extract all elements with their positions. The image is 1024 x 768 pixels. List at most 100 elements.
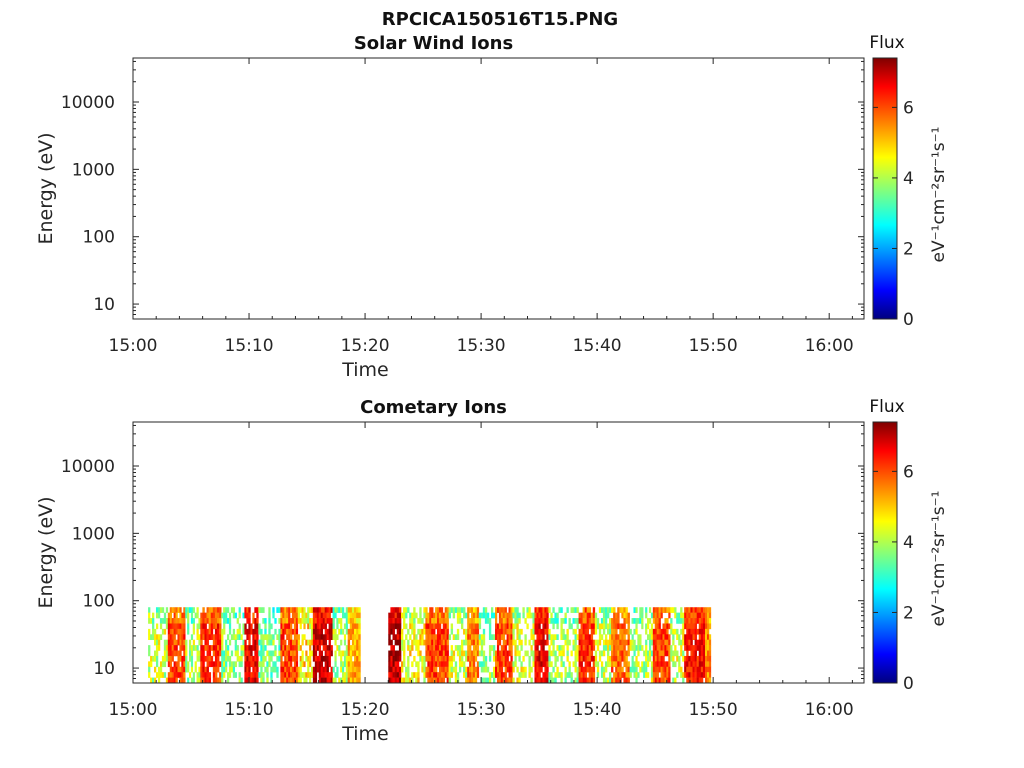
data-cell	[336, 645, 339, 651]
data-cell	[446, 655, 449, 662]
data-cell	[322, 612, 325, 619]
data-cell	[278, 645, 281, 651]
data-cell	[244, 639, 247, 646]
data-cell	[433, 623, 436, 630]
data-cell	[177, 639, 180, 646]
data-cell	[396, 623, 400, 630]
data-cell	[613, 628, 616, 635]
data-cell	[305, 677, 308, 684]
data-cell	[660, 666, 663, 673]
data-cell	[429, 639, 432, 646]
data-cell	[454, 645, 458, 651]
data-cell	[656, 645, 659, 651]
data-cell	[463, 672, 466, 678]
panel-title: Cometary Ions	[360, 397, 507, 418]
data-cell	[627, 677, 630, 684]
data-cell	[446, 623, 449, 630]
data-cell	[293, 672, 297, 678]
data-cell	[307, 661, 310, 668]
data-cell	[648, 618, 652, 624]
data-cell	[324, 655, 327, 662]
data-cell	[544, 661, 547, 668]
data-cell	[250, 650, 253, 657]
data-cell	[508, 634, 511, 640]
x-tick-label: 15:30	[457, 700, 506, 720]
data-cell	[690, 618, 693, 624]
data-cell	[282, 666, 285, 673]
data-cell	[354, 661, 357, 668]
data-cell	[615, 666, 618, 673]
data-cell	[260, 661, 263, 668]
data-cell	[152, 677, 155, 684]
data-cell	[611, 661, 614, 668]
data-cell	[690, 655, 693, 662]
data-cell	[512, 612, 515, 619]
data-cell	[660, 639, 663, 646]
data-cell	[472, 623, 476, 630]
data-cell	[347, 639, 351, 646]
data-cell	[498, 634, 502, 640]
data-cell	[518, 612, 521, 619]
data-cell	[472, 661, 476, 668]
data-cell	[578, 612, 581, 619]
data-cell	[411, 677, 414, 684]
data-cell	[578, 661, 581, 668]
data-cell	[238, 607, 241, 613]
data-cell	[627, 672, 630, 678]
data-cell	[392, 677, 395, 684]
data-cell	[482, 661, 486, 668]
data-cell	[188, 672, 192, 678]
data-cell	[690, 677, 693, 684]
data-cell	[708, 634, 712, 640]
data-cell	[354, 672, 357, 678]
data-cell	[254, 628, 257, 635]
data-cell	[530, 634, 533, 640]
data-cell	[619, 655, 622, 662]
data-cell	[558, 650, 561, 657]
data-cell	[429, 666, 432, 673]
data-cell	[560, 661, 563, 668]
data-cell	[181, 634, 184, 640]
data-cell	[526, 650, 529, 657]
data-cell	[650, 639, 654, 646]
data-cell	[290, 645, 293, 651]
data-cell	[356, 677, 359, 684]
data-cell	[349, 628, 353, 635]
data-cell	[226, 650, 230, 657]
data-cell	[185, 607, 188, 613]
data-cell	[500, 628, 504, 635]
data-cell	[588, 666, 592, 673]
data-cell	[208, 607, 212, 613]
data-cell	[680, 645, 683, 651]
data-cell	[246, 618, 249, 624]
data-cell	[522, 607, 525, 613]
data-cell	[688, 655, 691, 662]
data-cell	[645, 666, 648, 673]
data-cell	[440, 639, 444, 646]
data-cell	[664, 628, 667, 635]
data-cell	[596, 618, 600, 624]
data-cell	[340, 650, 343, 657]
data-cell	[645, 655, 648, 662]
data-cell	[210, 661, 214, 668]
data-cell	[592, 645, 596, 651]
data-cell	[183, 639, 186, 646]
data-cell	[582, 677, 585, 684]
data-cell	[223, 623, 226, 630]
data-cell	[580, 618, 583, 624]
data-cell	[538, 634, 541, 640]
data-cell	[560, 677, 563, 684]
data-cell	[401, 639, 404, 646]
data-cell	[456, 607, 460, 613]
data-cell	[496, 634, 500, 640]
data-cell	[280, 607, 283, 613]
data-cell	[611, 655, 614, 662]
data-cell	[334, 655, 337, 662]
data-cell	[295, 623, 299, 630]
data-cell	[602, 639, 606, 646]
data-cell	[169, 677, 172, 684]
data-cell	[268, 661, 271, 668]
data-cell	[320, 628, 324, 635]
data-cell	[440, 666, 444, 673]
data-cell	[431, 672, 434, 678]
